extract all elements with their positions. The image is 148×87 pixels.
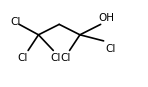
Text: OH: OH [99,13,115,23]
Text: Cl: Cl [61,53,71,63]
Text: Cl: Cl [18,53,28,63]
Text: Cl: Cl [105,44,115,54]
Text: Cl: Cl [10,17,21,27]
Text: Cl: Cl [50,53,61,63]
